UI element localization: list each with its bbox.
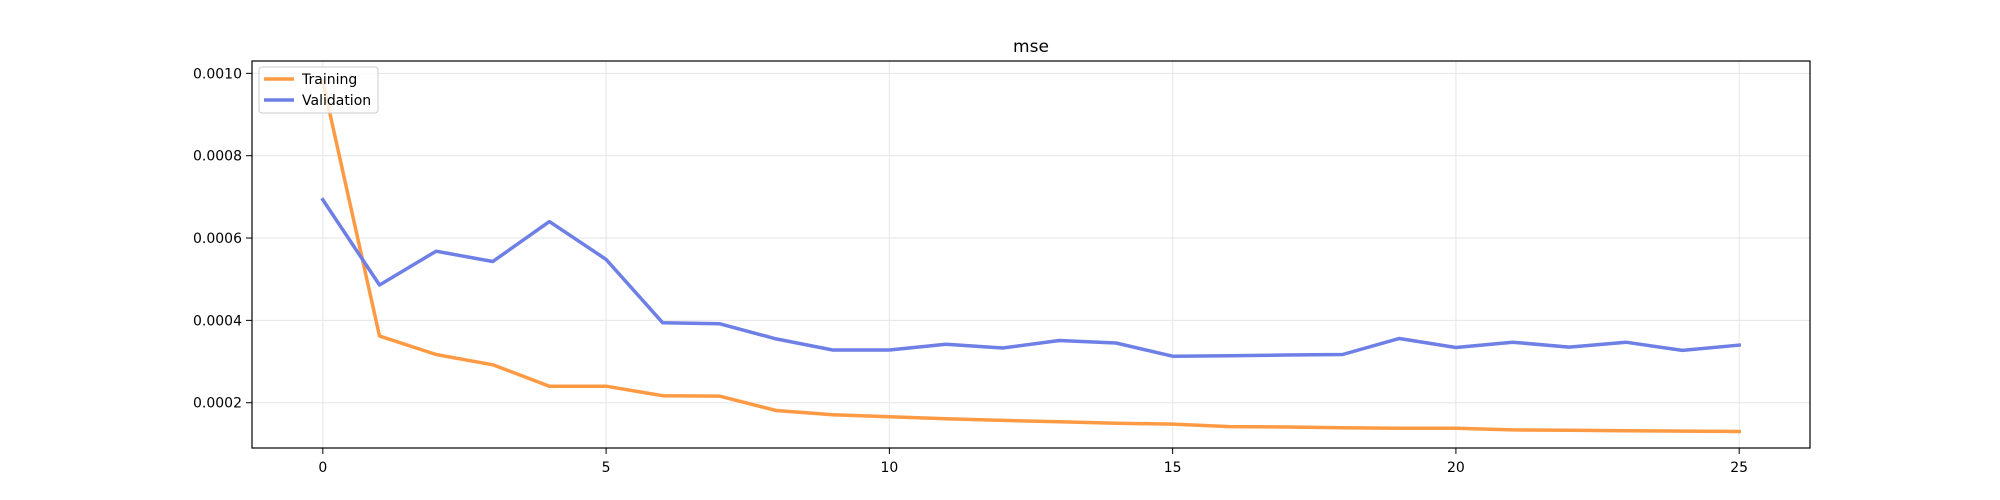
plot-frame: [251, 60, 1811, 449]
legend-label-validation: Validation: [302, 93, 371, 109]
y-tick-label: 0.0002: [193, 396, 242, 412]
series-layer: [320, 79, 1742, 434]
x-tick-label: 20: [1447, 460, 1465, 476]
x-tick-label: 10: [880, 460, 898, 476]
x-tick-label: 0: [318, 460, 327, 476]
grid: [252, 61, 1810, 448]
y-axis: 0.0002 0.0004 0.0006 0.0008 0.0010: [193, 66, 252, 412]
x-tick-label: 15: [1164, 460, 1182, 476]
y-tick-label: 0.0008: [193, 149, 242, 165]
series-line-training: [320, 79, 1741, 434]
x-tick-label: 25: [1730, 460, 1748, 476]
series-line-validation: [320, 197, 1742, 358]
x-axis: 0 5 10 15 20 25: [318, 448, 1748, 476]
legend-label-training: Training: [301, 72, 357, 88]
y-tick-label: 0.0010: [193, 66, 242, 82]
chart-title: mse: [1013, 37, 1049, 57]
x-tick-label: 5: [602, 460, 611, 476]
legend: Training Validation: [258, 66, 379, 114]
y-tick-label: 0.0004: [193, 313, 242, 329]
y-tick-label: 0.0006: [193, 231, 242, 247]
